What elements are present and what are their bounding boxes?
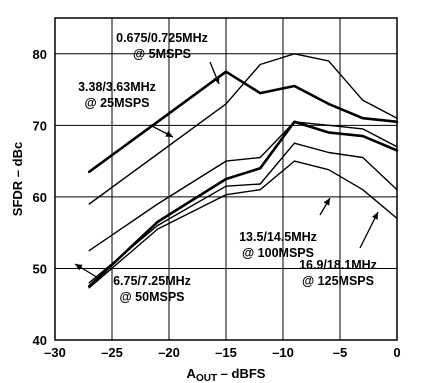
x-tick-label: –10 xyxy=(272,345,294,360)
y-tick-label: 80 xyxy=(33,47,47,62)
annotation-label: 16.9/18.1MHz xyxy=(299,258,377,272)
x-tick-label: –30 xyxy=(44,345,66,360)
x-tick-label: –25 xyxy=(101,345,123,360)
annotation-label: @ 5MSPS xyxy=(133,47,191,61)
annotation-label: @ 100MSPS xyxy=(242,246,314,260)
y-axis-title: SFDR – dBc xyxy=(10,142,25,216)
series-line xyxy=(88,53,398,205)
annotation-arrowhead xyxy=(372,212,378,220)
annotation-label: 6.75/7.25MHz xyxy=(113,274,191,288)
series-line xyxy=(88,121,398,252)
annotation-arrowhead xyxy=(165,130,173,137)
annotation-label: @ 50MSPS xyxy=(120,290,185,304)
y-tick-label: 70 xyxy=(33,118,47,133)
series-group xyxy=(87,53,399,289)
plot-frame xyxy=(54,17,398,341)
annotation-arrowhead xyxy=(323,198,330,206)
series-line xyxy=(88,142,398,284)
annotation-label: 3.38/3.63MHz xyxy=(78,80,156,94)
series-line xyxy=(87,120,399,288)
series-line xyxy=(88,160,398,289)
x-axis-title: AOUT – dBFS xyxy=(187,366,266,383)
annotation-label: @ 25MSPS xyxy=(85,96,150,110)
annotation-arrowhead xyxy=(213,76,220,84)
x-tick-label: –5 xyxy=(333,345,347,360)
annotation-arrowhead xyxy=(75,264,83,271)
y-tick-label: 50 xyxy=(33,261,47,276)
annotation-label: 13.5/14.5MHz xyxy=(239,230,317,244)
annotation-label: @ 125MSPS xyxy=(302,274,374,288)
annotation-label: 0.675/0.725MHz xyxy=(116,31,208,45)
tick-labels-group: –30 –25 –20 –15 –10 –5 0 40 50 60 70 80 xyxy=(33,47,401,360)
x-tick-label: –15 xyxy=(215,345,237,360)
x-tick-label: –20 xyxy=(158,345,180,360)
x-tick-label: 0 xyxy=(393,345,400,360)
annotations-group: 0.675/0.725MHz @ 5MSPS 3.38/3.63MHz @ 25MSP… xyxy=(74,31,379,304)
y-tick-label: 60 xyxy=(33,190,47,205)
y-tick-label: 40 xyxy=(33,333,47,348)
series-line xyxy=(87,70,399,174)
